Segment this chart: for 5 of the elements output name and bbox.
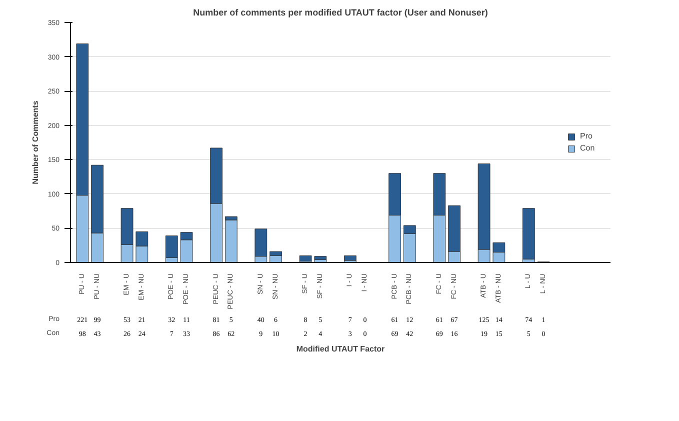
chart-title: Number of comments per modified UTAUT factor (User and Nonuser) (193, 8, 488, 18)
legend-label: Con (580, 144, 596, 152)
y-axis-title: Number of Comments (30, 100, 40, 184)
x-axis-title: Modified UTAUT Factor (296, 344, 385, 354)
legend-label: Pro (580, 132, 594, 140)
